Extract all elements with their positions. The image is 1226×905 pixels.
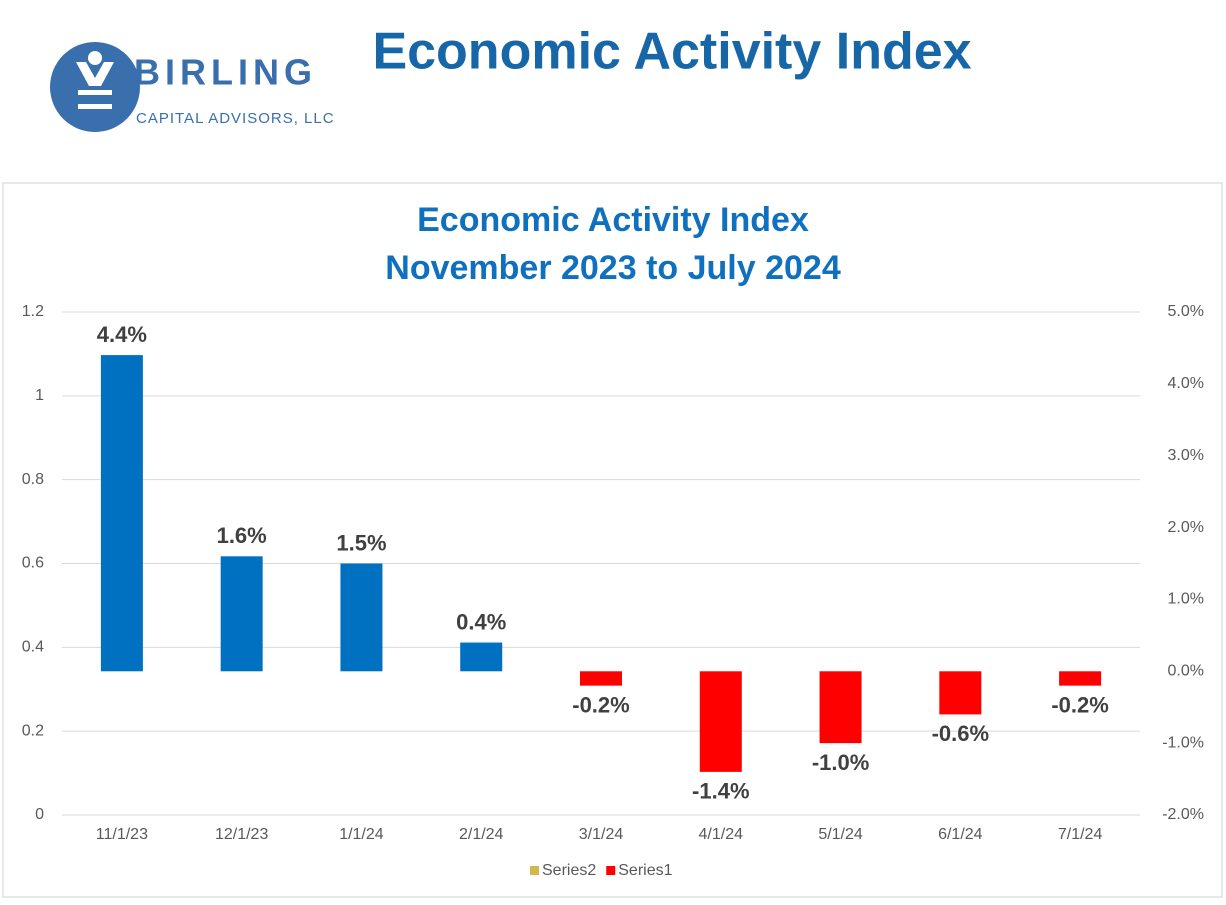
y-tick-label: 1.2 xyxy=(22,303,44,320)
y-tick-label: 0 xyxy=(35,806,44,823)
x-tick-label: 12/1/23 xyxy=(215,826,268,843)
y-tick-label: 0.2 xyxy=(22,722,44,739)
data-label: -0.2% xyxy=(572,692,629,717)
legend-swatch xyxy=(606,866,616,875)
y-tick-label: 1 xyxy=(35,387,44,404)
y2-tick-label: -2.0% xyxy=(1162,806,1204,823)
y2-tick-label: 2.0% xyxy=(1168,519,1204,536)
y2-tick-label: 3.0% xyxy=(1168,447,1204,464)
data-label: -0.2% xyxy=(1051,692,1108,717)
data-label: 0.4% xyxy=(456,609,506,634)
y2-tick-label: 4.0% xyxy=(1168,375,1204,392)
chart-title: Economic Activity Index xyxy=(417,201,809,239)
data-label: -0.6% xyxy=(932,721,989,746)
logo-name: BIRLING xyxy=(134,52,317,93)
legend-label: Series2 xyxy=(542,862,596,879)
data-label: -1.4% xyxy=(692,779,749,804)
logo-icon xyxy=(76,51,114,109)
y-tick-label: 0.6 xyxy=(22,555,44,572)
y2-tick-label: -1.0% xyxy=(1162,734,1204,751)
data-label: 4.4% xyxy=(97,322,147,347)
bar xyxy=(100,355,143,672)
bar xyxy=(580,671,622,686)
x-tick-label: 4/1/24 xyxy=(699,826,744,843)
y-tick-label: 0.4 xyxy=(22,639,44,656)
bar xyxy=(939,671,982,715)
y2-tick-label: 1.0% xyxy=(1168,591,1204,608)
bar xyxy=(699,671,742,772)
y-tick-label: 0.8 xyxy=(22,471,44,488)
bar xyxy=(220,556,263,672)
logo-circle xyxy=(50,42,140,132)
x-tick-label: 3/1/24 xyxy=(579,826,624,843)
logo-tagline: CAPITAL ADVISORS, LLC xyxy=(136,110,335,127)
data-label: 1.5% xyxy=(336,530,386,555)
x-tick-label: 2/1/24 xyxy=(459,826,504,843)
x-tick-label: 5/1/24 xyxy=(818,826,863,843)
bar xyxy=(340,563,383,672)
page-title: Economic Activity Index xyxy=(372,23,971,81)
x-tick-label: 7/1/24 xyxy=(1058,826,1103,843)
data-label: -1.0% xyxy=(812,750,869,775)
legend-swatch xyxy=(530,866,539,875)
x-tick-label: 1/1/24 xyxy=(339,826,384,843)
y2-tick-label: 0.0% xyxy=(1168,663,1204,680)
bar xyxy=(819,671,862,744)
x-tick-label: 11/1/23 xyxy=(96,826,148,843)
chart-frame xyxy=(2,182,1223,898)
chart-subtitle: November 2023 to July 2024 xyxy=(385,249,841,287)
data-label: 1.6% xyxy=(217,523,267,548)
x-tick-label: 6/1/24 xyxy=(938,826,983,843)
y2-tick-label: 5.0% xyxy=(1168,303,1204,320)
bar xyxy=(460,642,503,672)
legend-label: Series1 xyxy=(618,862,672,879)
bar xyxy=(1059,671,1102,686)
